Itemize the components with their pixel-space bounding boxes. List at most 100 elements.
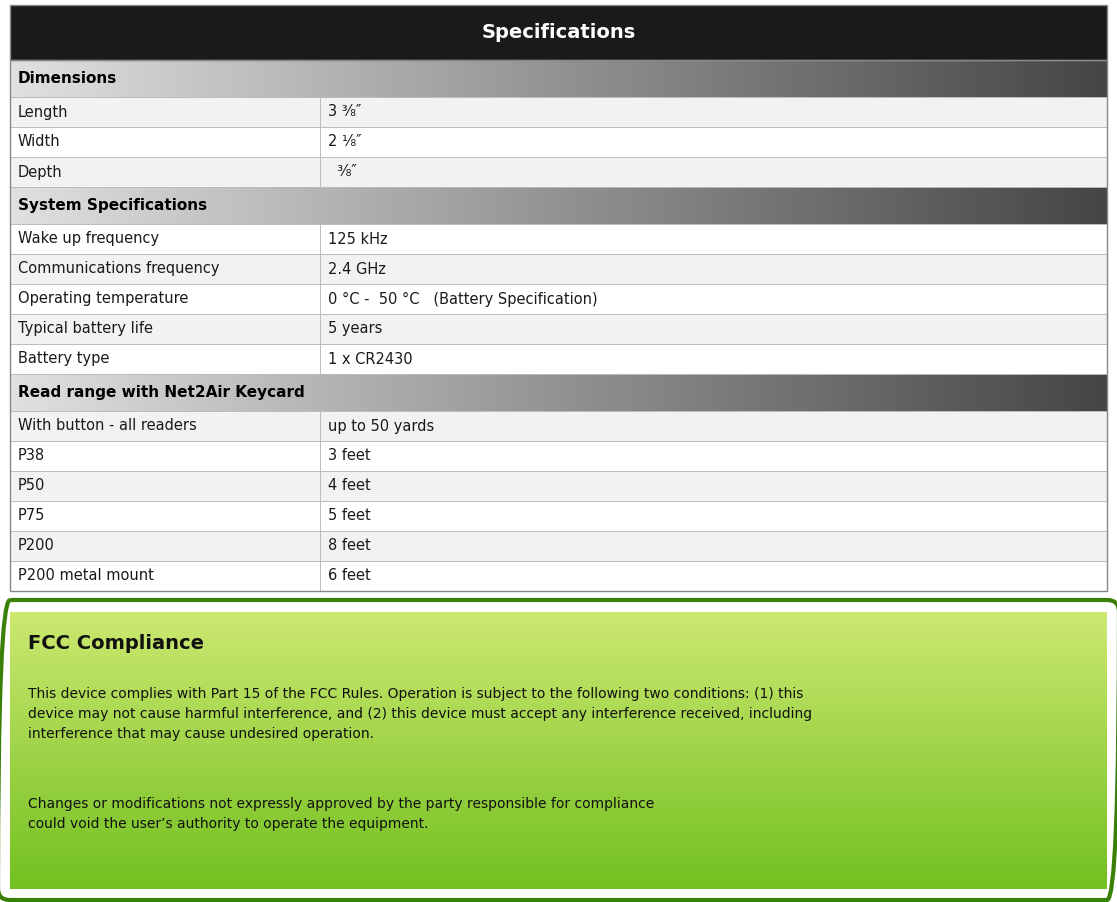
Bar — [986, 374, 991, 411]
Bar — [10, 821, 1107, 823]
Bar — [1070, 187, 1075, 224]
Bar — [518, 374, 523, 411]
Bar — [869, 187, 873, 224]
Text: With button - all readers: With button - all readers — [18, 419, 197, 434]
Bar — [219, 374, 222, 411]
Bar — [174, 374, 179, 411]
Bar — [10, 853, 1107, 855]
Bar — [650, 187, 655, 224]
Bar — [522, 374, 526, 411]
Bar — [10, 868, 1107, 869]
Bar — [10, 693, 1107, 694]
Bar — [595, 187, 599, 224]
Bar — [624, 187, 629, 224]
Bar — [676, 60, 679, 97]
Bar — [866, 60, 870, 97]
Bar — [932, 60, 936, 97]
Bar — [105, 187, 109, 224]
Bar — [862, 60, 866, 97]
Bar — [449, 187, 454, 224]
Bar — [10, 791, 1107, 793]
Bar — [116, 60, 121, 97]
Bar — [767, 187, 771, 224]
Bar — [369, 60, 372, 97]
Bar — [621, 187, 624, 224]
Bar — [10, 834, 1107, 835]
Text: P200 metal mount: P200 metal mount — [18, 568, 154, 584]
Bar — [10, 717, 1107, 718]
Text: P200: P200 — [18, 538, 55, 554]
Bar — [536, 374, 541, 411]
Bar — [446, 374, 449, 411]
Bar — [1063, 60, 1067, 97]
Bar — [39, 60, 44, 97]
Bar — [131, 60, 135, 97]
Bar — [10, 831, 1107, 832]
Bar — [661, 60, 665, 97]
Bar — [309, 374, 314, 411]
Bar — [964, 187, 968, 224]
Bar — [898, 60, 903, 97]
Bar — [401, 60, 405, 97]
Bar — [470, 374, 475, 411]
Bar — [1001, 187, 1005, 224]
Bar — [10, 864, 1107, 866]
Bar — [602, 187, 607, 224]
Bar — [1078, 60, 1082, 97]
Bar — [10, 741, 1107, 742]
Bar — [390, 60, 394, 97]
Bar — [884, 60, 888, 97]
Bar — [10, 676, 1107, 677]
Bar — [10, 739, 1107, 741]
Bar — [153, 187, 156, 224]
Bar — [375, 187, 380, 224]
Text: 125 kHz: 125 kHz — [328, 232, 388, 246]
Bar — [10, 698, 1107, 699]
Bar — [1089, 374, 1092, 411]
Bar — [10, 628, 1107, 629]
Bar — [460, 187, 464, 224]
Bar — [493, 374, 497, 411]
Bar — [203, 374, 208, 411]
Bar — [748, 187, 753, 224]
Bar — [731, 374, 735, 411]
Bar — [986, 60, 991, 97]
Bar — [10, 761, 1107, 763]
Bar — [475, 60, 478, 97]
Bar — [607, 374, 610, 411]
Bar — [848, 60, 851, 97]
Bar — [647, 60, 650, 97]
Bar — [139, 60, 142, 97]
Bar — [10, 653, 1107, 655]
Bar — [10, 636, 1107, 637]
Bar — [562, 60, 566, 97]
Bar — [1085, 374, 1089, 411]
Bar — [621, 60, 624, 97]
Bar — [10, 871, 1107, 872]
Bar — [10, 877, 1107, 879]
Bar — [102, 187, 106, 224]
Bar — [10, 645, 1107, 647]
Bar — [120, 60, 124, 97]
Bar — [10, 737, 1107, 738]
Bar — [10, 614, 1107, 615]
Bar — [668, 374, 672, 411]
Bar — [1063, 187, 1067, 224]
Bar — [340, 374, 343, 411]
Bar — [423, 374, 428, 411]
Bar — [386, 374, 391, 411]
Bar — [10, 632, 1107, 633]
Bar — [10, 817, 1107, 819]
Bar — [745, 187, 750, 224]
Bar — [526, 374, 529, 411]
Bar — [522, 60, 526, 97]
Bar — [438, 187, 442, 224]
Bar — [467, 374, 471, 411]
Bar — [10, 798, 1107, 799]
Bar — [954, 60, 957, 97]
Bar — [17, 187, 21, 224]
Bar — [21, 374, 25, 411]
Bar — [777, 60, 782, 97]
Bar — [266, 374, 270, 411]
Bar — [10, 672, 1107, 673]
